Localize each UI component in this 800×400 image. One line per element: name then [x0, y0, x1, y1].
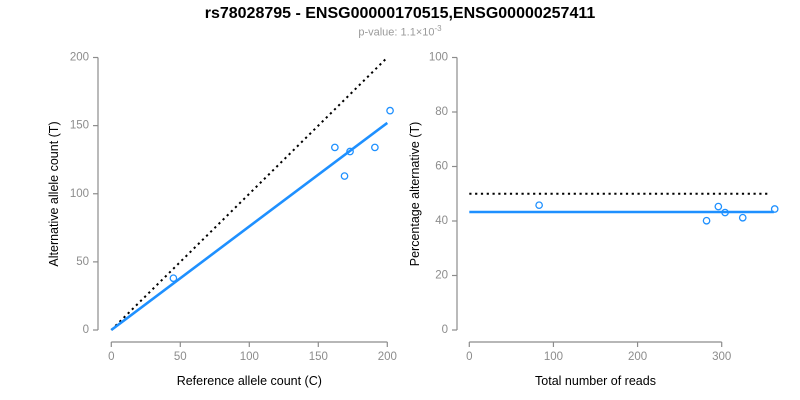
data-point — [738, 213, 747, 222]
y-tick-label: 0 — [442, 324, 448, 336]
plot-header: rs78028795 - ENSG00000170515,ENSG0000025… — [0, 0, 800, 39]
expected-1-to-1-line — [110, 56, 389, 331]
y-tick-label: 0 — [83, 324, 89, 336]
data-point — [770, 205, 779, 213]
page-title: rs78028795 - ENSG00000170515,ENSG0000025… — [204, 5, 596, 22]
percentage-alternative-scatter: 0 20 40 60 80 100 0 100 200 300 Total number of re… — [408, 52, 779, 388]
data-point — [702, 216, 711, 225]
y-tick-label: 200 — [70, 52, 89, 64]
x-axis-title: Reference allele count (C) — [177, 374, 322, 388]
p-value-exponent: -3 — [434, 24, 442, 33]
y-tick-label: 150 — [70, 120, 89, 132]
y-tick-label: 60 — [435, 161, 448, 173]
p-value-times-base: ×10 — [415, 26, 435, 39]
data-point — [331, 143, 339, 152]
y-axis-title: Alternative allele count (T) — [47, 121, 61, 266]
allele-counts-scatter: 0 50 100 150 200 0 50 100 150 200 Reference allele… — [47, 52, 397, 389]
y-tick-label: 80 — [435, 106, 448, 118]
data-point — [340, 172, 349, 180]
p-value-mantissa: 1.1 — [400, 26, 416, 39]
x-tick-label: 200 — [378, 351, 397, 363]
y-tick-label: 40 — [435, 215, 448, 227]
x-tick-label: 0 — [466, 351, 472, 363]
y-tick-label: 100 — [429, 52, 448, 64]
data-point — [386, 106, 394, 115]
p-value-subtitle: p-value: 1.1×10-3 — [0, 24, 800, 39]
p-value-prefix: p-value: — [358, 26, 401, 39]
data-point — [721, 208, 729, 217]
data-point — [169, 274, 178, 283]
observed-fit-line — [110, 121, 389, 332]
data-point — [346, 147, 354, 156]
y-tick-label: 100 — [70, 188, 89, 200]
y-axis-title: Percentage alternative (T) — [408, 122, 422, 267]
y-tick-label: 50 — [76, 256, 89, 268]
x-tick-label: 300 — [712, 351, 731, 363]
x-tick-label: 0 — [108, 351, 114, 363]
x-tick-label: 100 — [240, 351, 259, 363]
x-tick-label: 150 — [309, 351, 328, 363]
x-tick-label: 50 — [174, 351, 187, 363]
y-tick-label: 20 — [435, 270, 448, 282]
data-point — [535, 201, 543, 210]
x-tick-label: 200 — [628, 351, 647, 363]
x-axis-title: Total number of reads — [535, 374, 656, 388]
data-point — [371, 143, 379, 152]
data-point — [714, 202, 723, 211]
x-tick-label: 100 — [544, 351, 563, 363]
